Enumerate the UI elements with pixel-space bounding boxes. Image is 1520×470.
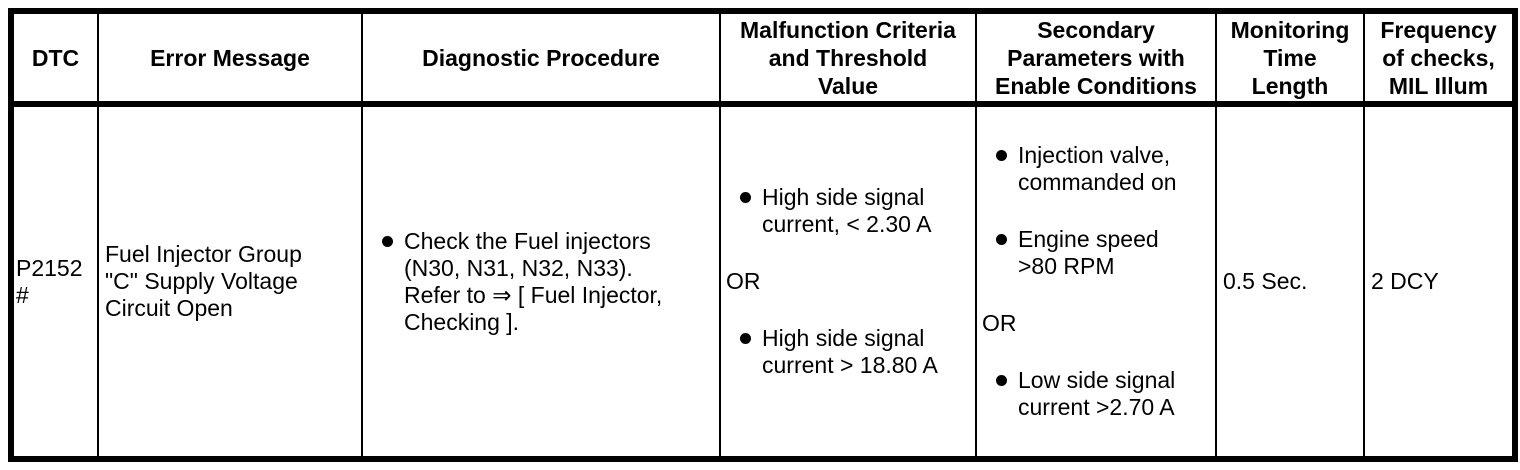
cell-malfunction-criteria: High side signal current, < 2.30 A OR Hi…	[719, 103, 977, 460]
cell-error-message: Fuel Injector Group "C" Supply Voltage C…	[97, 103, 363, 460]
header-secondary-parameters: Secondary Parameters with Enable Conditi…	[975, 10, 1217, 107]
bullet-icon	[996, 375, 1007, 386]
secondary-bullet-item: Injection valve, commanded on	[980, 142, 1212, 196]
secondary-bullet-item: Low side signal current >2.70 A	[980, 367, 1212, 421]
secondary-or-text: OR	[982, 310, 1017, 336]
bullet-icon	[382, 235, 393, 247]
malfunction-bullet-text: High side signal current > 18.80 A	[762, 325, 938, 378]
diagnostic-bullet-item: Check the Fuel injectors (N30, N31, N32,…	[366, 228, 716, 336]
cell-diagnostic-procedure: Check the Fuel injectors (N30, N31, N32,…	[361, 103, 721, 460]
cell-secondary-parameters: Injection valve, commanded on Engine spe…	[975, 103, 1217, 460]
diagnostic-bullet-text: Check the Fuel injectors (N30, N31, N32,…	[404, 227, 663, 335]
dtc-table: DTC Error Message Diagnostic Procedure M…	[8, 8, 1518, 462]
header-malfunction-criteria: Malfunction Criteria and Threshold Value	[719, 10, 977, 107]
header-dtc: DTC	[10, 10, 99, 107]
secondary-bullet-text: Injection valve, commanded on	[1018, 142, 1177, 195]
bullet-icon	[996, 234, 1007, 245]
cell-dtc-code: P2152 #	[10, 103, 99, 460]
header-monitoring-time: Monitoring Time Length	[1215, 10, 1365, 107]
header-frequency: Frequency of checks, MIL Illum	[1363, 10, 1516, 107]
malfunction-or-text: OR	[726, 268, 761, 294]
secondary-bullet-item: Engine speed >80 RPM	[980, 226, 1212, 280]
malfunction-bullet-text: High side signal current, < 2.30 A	[762, 184, 932, 237]
cell-frequency: 2 DCY	[1363, 103, 1516, 460]
bullet-icon	[996, 150, 1007, 161]
cell-monitoring-time: 0.5 Sec.	[1215, 103, 1365, 460]
bullet-icon	[740, 192, 751, 203]
secondary-bullet-text: Engine speed >80 RPM	[1018, 226, 1159, 279]
header-error-message: Error Message	[97, 10, 363, 107]
malfunction-bullet-item: High side signal current, < 2.30 A	[724, 184, 972, 238]
header-diagnostic-procedure: Diagnostic Procedure	[361, 10, 721, 107]
table-header-row: DTC Error Message Diagnostic Procedure M…	[10, 10, 1516, 107]
table-row: P2152 # Fuel Injector Group "C" Supply V…	[10, 103, 1516, 460]
bullet-icon	[740, 333, 751, 344]
secondary-bullet-text: Low side signal current >2.70 A	[1018, 367, 1176, 420]
malfunction-bullet-item: High side signal current > 18.80 A	[724, 325, 972, 379]
